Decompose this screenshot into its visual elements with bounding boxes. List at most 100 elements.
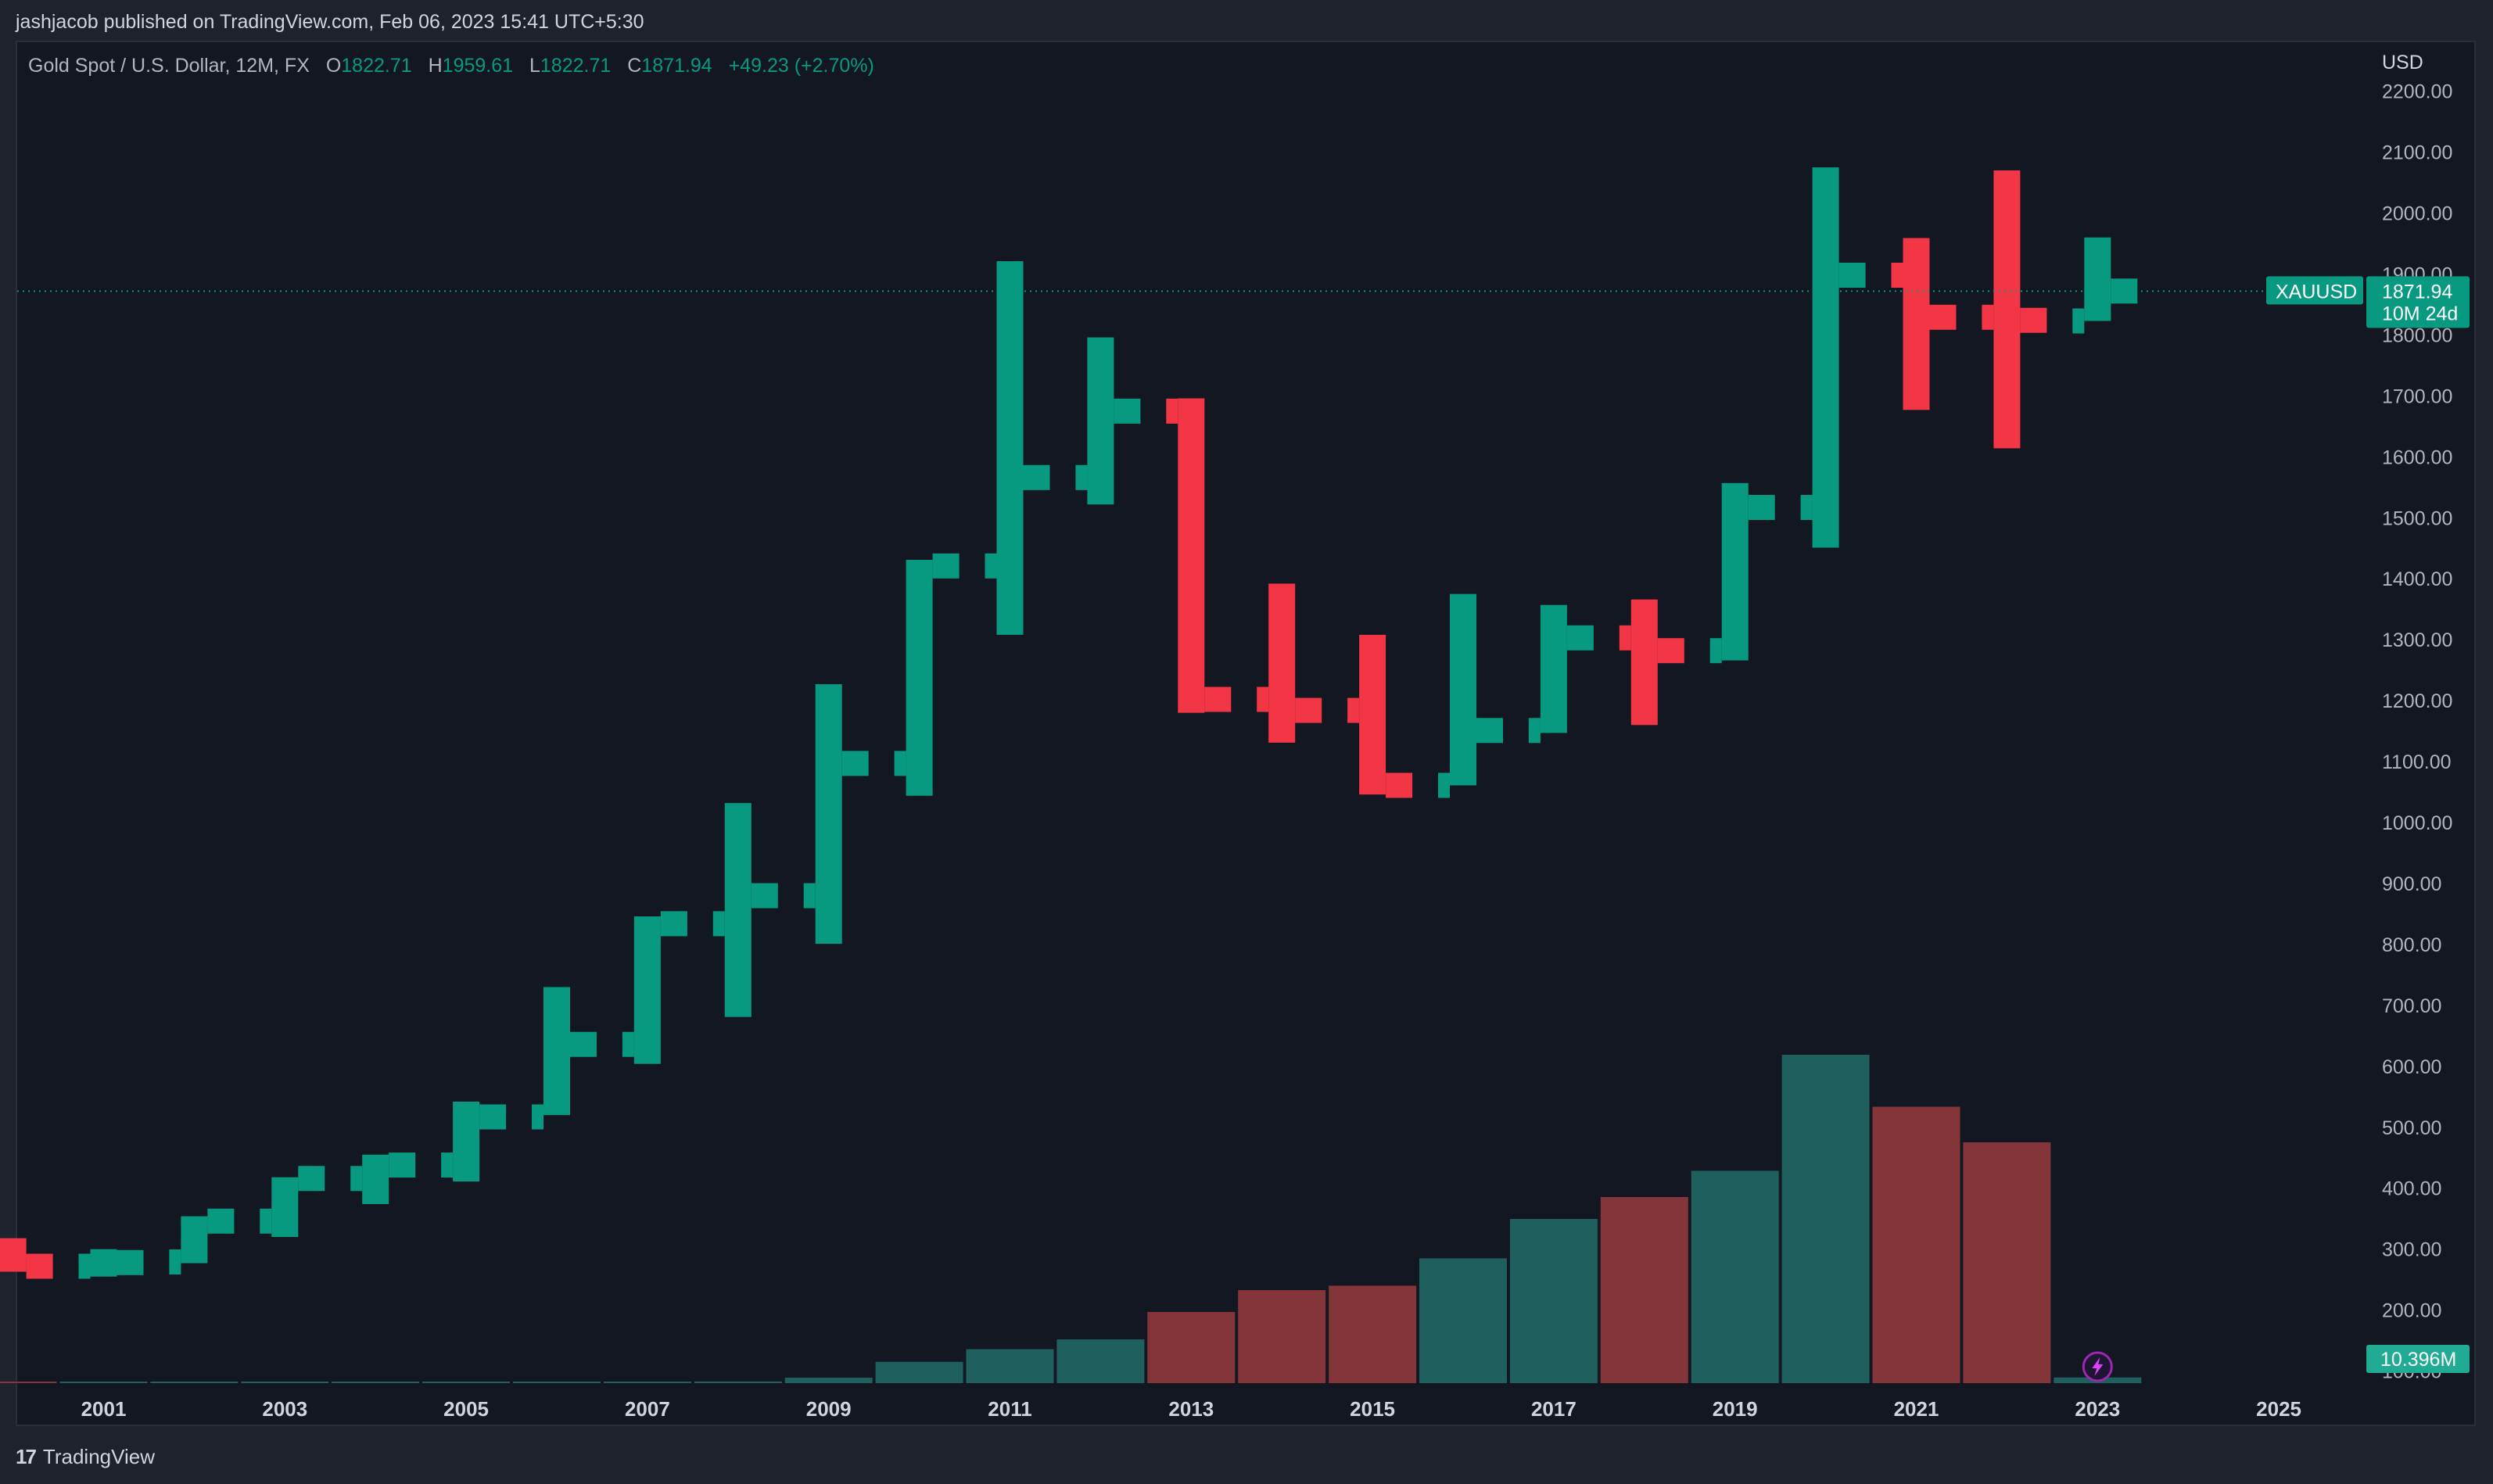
price-tick-label: 2000.00 (2382, 203, 2452, 225)
ohlc-range-2013 (1178, 398, 1205, 713)
ohlc-open-tick-2005 (441, 1152, 454, 1178)
chart-pane[interactable] (16, 41, 2476, 1426)
volume-label-box (2366, 1345, 2470, 1373)
ohlc-range-2007 (633, 916, 661, 1064)
volume-bar-2006 (513, 1382, 601, 1383)
price-tick-label: 1700.00 (2382, 385, 2452, 407)
ohlc-close-tick-2014 (1295, 697, 1322, 723)
ohlc-open-tick-2009 (803, 883, 816, 909)
price-tick-label: 1000.00 (2382, 812, 2452, 834)
ohlc-close-tick-2006 (570, 1031, 597, 1057)
ohlc-close-tick-2004 (389, 1152, 416, 1178)
ohlc-bar-2014 (1257, 583, 1322, 743)
ohlc-open-tick-2002 (169, 1249, 181, 1275)
price-tick-label: 200.00 (2382, 1300, 2441, 1322)
publish-info: jashjacob published on TradingView.com, … (16, 11, 644, 33)
ohlc-bar-2001 (78, 1249, 144, 1279)
volume-bar-2020 (1781, 1055, 1870, 1383)
price-axis[interactable]: USD 2200.002100.002000.001900.001800.001… (2382, 52, 2452, 1383)
ohlc-close-tick-2016 (1476, 718, 1503, 744)
price-tick-label: 500.00 (2382, 1117, 2441, 1139)
volume-label: 10.396M (2380, 1349, 2456, 1371)
ohlc-range-2002 (181, 1216, 208, 1264)
ohlc-range-2004 (362, 1154, 389, 1204)
price-tick-label: 2200.00 (2382, 81, 2452, 103)
ohlc-range-2023 (2084, 237, 2111, 321)
ohlc-close-tick-2018 (1657, 638, 1684, 664)
time-tick-label: 2023 (2075, 1397, 2120, 1421)
ohlc-range-2020 (1812, 167, 1839, 548)
ohlc-open-tick-2018 (1619, 625, 1631, 651)
ohlc-open-tick-2001 (78, 1253, 91, 1279)
high-value: 1959.61 (442, 55, 514, 77)
ohlc-open-tick-2021 (1891, 263, 1903, 289)
ohlc-range-2018 (1630, 599, 1658, 726)
low-value: 1822.71 (540, 55, 612, 77)
open-label: O (325, 55, 342, 77)
ohlc-bar-2013 (1166, 398, 1232, 713)
ohlc-open-tick-2016 (1438, 772, 1450, 798)
ohlc-range-2012 (1087, 337, 1114, 505)
volume-bar-2016 (1419, 1258, 1507, 1383)
time-tick-label: 2025 (2256, 1397, 2301, 1421)
volume-bar-2005 (422, 1382, 511, 1383)
change-value: +49.23 (+2.70%) (728, 55, 874, 77)
ohlc-range-2014 (1268, 583, 1296, 743)
ohlc-bar-2008 (712, 803, 778, 1017)
tradingview-logo-icon: 17 (16, 1445, 37, 1468)
price-tick-label: 800.00 (2382, 934, 2441, 956)
ohlc-bar-2005 (441, 1102, 507, 1182)
ohlc-open-tick-2011 (985, 553, 997, 579)
time-tick-label: 2021 (1894, 1397, 1939, 1421)
ohlc-bar-2009 (803, 684, 869, 945)
volume-bar-2015 (1329, 1285, 1417, 1383)
ohlc-bar-2016 (1438, 593, 1503, 798)
price-tick-label: 400.00 (2382, 1178, 2441, 1200)
volume-bar-2009 (784, 1378, 873, 1383)
symbol-label: XAUUSD (2276, 281, 2357, 303)
time-tick-label: 2011 (988, 1397, 1031, 1421)
ohlc-close-tick-2017 (1566, 625, 1594, 651)
time-tick-label: 2013 (1168, 1397, 1214, 1421)
volume-bar-2010 (875, 1361, 963, 1383)
ohlc-open-tick-2019 (1709, 638, 1722, 664)
ohlc-open-tick-2004 (350, 1166, 363, 1192)
ohlc-open-tick-2023 (2072, 308, 2085, 334)
close-value: 1871.94 (641, 55, 712, 77)
volume-bar-2003 (241, 1382, 329, 1383)
volume-bar-2021 (1872, 1106, 1960, 1383)
footer-brand[interactable]: 17 TradingView (16, 1445, 155, 1469)
volume-bar-2019 (1691, 1170, 1779, 1383)
time-axis[interactable]: 2001 2003 2005 2007 2009 2011 2013 2015 2017 2019… (81, 1397, 2301, 1421)
price-tick-label: 300.00 (2382, 1239, 2441, 1261)
price-tick-label: 600.00 (2382, 1056, 2441, 1078)
ohlc-bar-2020 (1800, 167, 1866, 548)
ohlc-bar-2007 (622, 911, 687, 1064)
ohlc-open-tick-2012 (1075, 464, 1088, 490)
event-marker[interactable] (2082, 1351, 2113, 1382)
ohlc-close-tick-2019 (1748, 494, 1775, 520)
symbol-legend[interactable]: Gold Spot / U.S. Dollar, 12M, FX O1822.7… (28, 55, 874, 77)
ohlc-range-2015 (1359, 634, 1386, 795)
ohlc-open-tick-2006 (532, 1104, 543, 1130)
brand-name: TradingView (42, 1445, 155, 1468)
price-tick-label: 700.00 (2382, 995, 2441, 1017)
price-tick-label: 900.00 (2382, 873, 2441, 895)
price-tick-label: 1300.00 (2382, 629, 2452, 651)
volume-bar-2004 (332, 1382, 420, 1383)
ohlc-close-tick-2008 (751, 883, 778, 909)
ohlc-open-tick-2007 (622, 1031, 634, 1057)
time-tick-label: 2001 (81, 1397, 127, 1421)
volume-bar-2013 (1147, 1312, 1236, 1383)
ohlc-close-tick-2003 (298, 1166, 325, 1192)
ohlc-bar-2017 (1528, 604, 1594, 744)
time-tick-label: 2007 (625, 1397, 670, 1421)
volume-bar-2014 (1238, 1290, 1326, 1383)
ohlc-close-tick-2009 (841, 751, 869, 776)
ohlc-range-2016 (1450, 593, 1476, 786)
volume-marker: 10.396M (2366, 1345, 2470, 1373)
volume-bar-2002 (150, 1382, 239, 1383)
lightning-icon (2092, 1357, 2104, 1376)
ohlc-open-tick-2013 (1166, 398, 1178, 424)
